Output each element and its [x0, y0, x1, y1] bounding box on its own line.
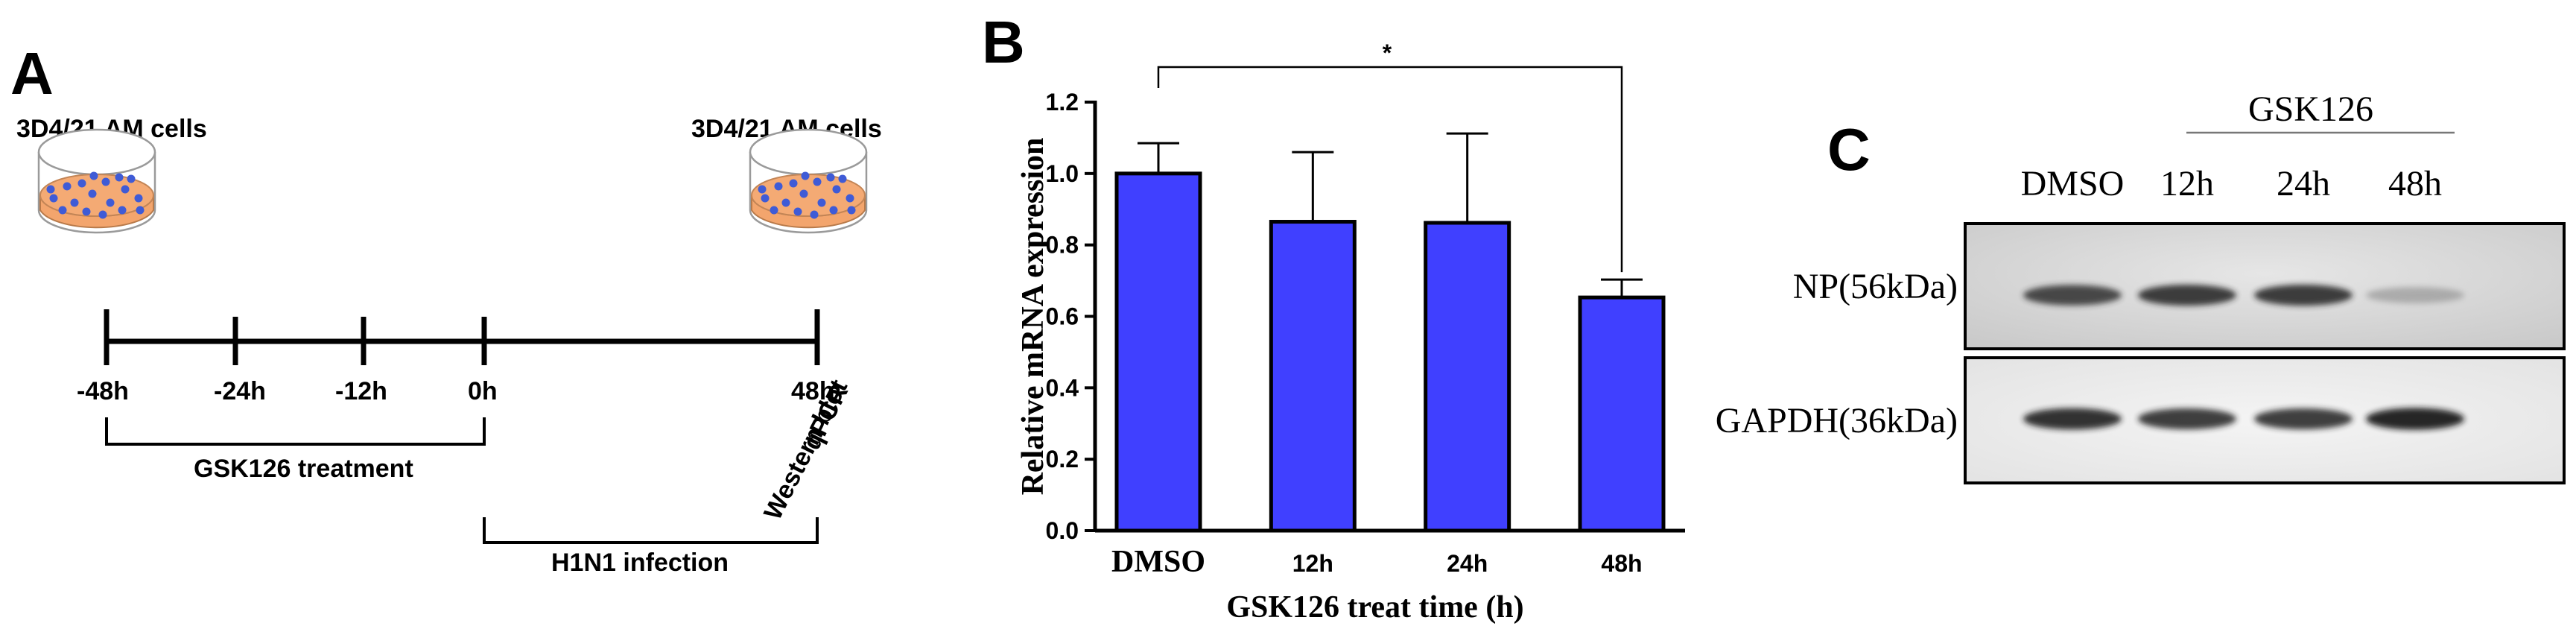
blot-row-label: NP(56kDa)	[1793, 267, 1958, 306]
western-blot: DMSO 12h 24h 48h NP(56kDa) GAPDH(36kDa)	[1716, 164, 2566, 484]
blot-band	[2366, 287, 2464, 303]
petri-dish-end-icon	[749, 128, 868, 234]
infection-bracket	[483, 517, 819, 544]
blot-band	[2254, 284, 2353, 306]
lane-label-12h: 12h	[2160, 164, 2214, 203]
blot-band	[2138, 408, 2236, 430]
group-label: GSK126	[2248, 89, 2373, 129]
lane-label-24h: 24h	[2277, 164, 2330, 203]
lane-label-48h: 48h	[2388, 164, 2442, 203]
bar-48h	[1578, 295, 1666, 533]
blot-band	[2023, 408, 2122, 430]
x-tick-label: 48h	[1601, 550, 1642, 577]
bar-24h	[1424, 221, 1511, 533]
panel-b-letter: B	[982, 9, 1025, 75]
bar-chart: 0.0 0.2 0.4 0.6 0.8 1.0 1.2 DMSO 12h 24h 48h GSK126…	[1016, 40, 1685, 625]
panel-b: B 0.0 0.2 0.4 0.6 0.8 1.0 1.2 DMSO 12h 24h 48h GSK1…	[982, 9, 1685, 625]
timeline-label: 48h	[791, 377, 835, 405]
y-tick-label: 0.4	[1046, 374, 1079, 401]
treatment-label: GSK126 treatment	[194, 455, 413, 483]
panel-a: A 3D4/21 AM cells 3D4/21 AM cells	[10, 40, 882, 577]
timeline-label: -48h	[77, 377, 129, 405]
panel-c: C GSK126 DMSO 12h 24h 48h NP(56kDa) GAPDH(36k…	[1716, 89, 2566, 484]
significance-marker: *	[1383, 40, 1392, 66]
y-tick-label: 0.2	[1046, 446, 1079, 473]
x-tick-label: 12h	[1292, 550, 1333, 577]
panel-a-letter: A	[10, 40, 54, 107]
y-tick-label: 0.8	[1046, 232, 1079, 259]
y-tick-label: 1.2	[1046, 89, 1079, 116]
timeline-label: -12h	[335, 377, 387, 405]
infection-label: H1N1 infection	[551, 549, 729, 577]
bar-dmso	[1114, 171, 1202, 533]
y-axis-title: Relative mRNA expression	[1016, 138, 1050, 496]
blot-row-label: GAPDH(36kDa)	[1716, 401, 1958, 440]
bar-12h	[1269, 220, 1357, 533]
petri-dish-start-icon	[37, 128, 156, 234]
blot-band	[2254, 408, 2353, 430]
significance-bracket	[1157, 66, 1623, 273]
lane-label-dmso: DMSO	[2021, 164, 2125, 203]
y-tick-label: 0.6	[1046, 303, 1079, 330]
blot-band	[2366, 408, 2464, 430]
x-tick-label: DMSO	[1111, 545, 1205, 579]
panel-c-letter: C	[1827, 116, 1871, 183]
blot-band	[2138, 284, 2236, 306]
treatment-bracket	[105, 417, 486, 446]
timeline-label: -24h	[214, 377, 266, 405]
x-tick-label: 24h	[1447, 550, 1488, 577]
x-axis-title: GSK126 treat time (h)	[1226, 590, 1523, 625]
timeline-label: 0h	[468, 377, 498, 405]
y-tick-label: 0.0	[1046, 517, 1079, 544]
y-tick-label: 1.0	[1046, 160, 1079, 187]
blot-band	[2023, 285, 2122, 306]
